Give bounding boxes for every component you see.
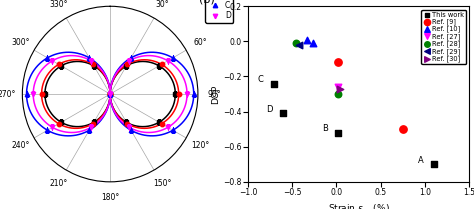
C bbox=[191, 93, 197, 95]
D bbox=[184, 93, 190, 95]
D bbox=[165, 60, 171, 62]
C bbox=[45, 57, 50, 59]
B bbox=[90, 63, 96, 66]
A bbox=[107, 93, 113, 95]
Legend: A, B, C, D: A, B, C, D bbox=[205, 0, 233, 23]
D bbox=[88, 126, 94, 129]
Line: D: D bbox=[31, 59, 189, 130]
A bbox=[173, 93, 178, 95]
Ref. [27] bbox=[335, 85, 342, 89]
C bbox=[24, 93, 29, 95]
D bbox=[165, 126, 171, 129]
Ref. [10] bbox=[309, 41, 316, 45]
This work bbox=[271, 82, 278, 85]
B bbox=[159, 63, 164, 66]
Text: (b): (b) bbox=[199, 0, 215, 5]
C bbox=[45, 129, 50, 131]
B bbox=[107, 93, 113, 95]
C bbox=[86, 129, 92, 131]
Ref. [9] bbox=[399, 127, 407, 131]
C bbox=[107, 93, 113, 95]
B bbox=[107, 93, 113, 95]
Line: C: C bbox=[24, 56, 196, 133]
Text: D: D bbox=[266, 105, 273, 114]
D bbox=[107, 93, 113, 95]
This work bbox=[430, 163, 438, 166]
A bbox=[91, 65, 97, 67]
Ref. [28] bbox=[335, 92, 342, 96]
D bbox=[88, 60, 94, 62]
B bbox=[176, 93, 182, 95]
Ref. [29] bbox=[295, 43, 303, 47]
A bbox=[91, 121, 97, 124]
A bbox=[156, 65, 162, 67]
Ref. [28] bbox=[292, 41, 300, 45]
Ref. [9] bbox=[335, 61, 342, 64]
X-axis label: Strain $\varepsilon_{xx}$ (%): Strain $\varepsilon_{xx}$ (%) bbox=[328, 203, 390, 209]
Line: B: B bbox=[39, 62, 181, 126]
B bbox=[90, 122, 96, 125]
A bbox=[42, 93, 48, 95]
D bbox=[107, 93, 113, 95]
B bbox=[56, 122, 62, 125]
B bbox=[125, 122, 130, 125]
D bbox=[127, 126, 132, 129]
This work bbox=[335, 131, 342, 134]
D bbox=[50, 126, 55, 129]
C bbox=[128, 129, 134, 131]
A bbox=[58, 65, 64, 67]
C bbox=[170, 129, 176, 131]
A bbox=[124, 65, 129, 67]
C bbox=[128, 57, 134, 59]
D bbox=[127, 60, 132, 62]
This work bbox=[280, 112, 287, 115]
Legend: This work, Ref. [9], Ref. [10], Ref. [27], Ref. [28], Ref. [29], Ref. [30]: This work, Ref. [9], Ref. [10], Ref. [27… bbox=[421, 10, 466, 64]
Line: A: A bbox=[43, 64, 178, 125]
B bbox=[159, 122, 164, 125]
D bbox=[30, 93, 36, 95]
A bbox=[58, 121, 64, 124]
Text: C: C bbox=[258, 75, 264, 84]
B bbox=[56, 63, 62, 66]
C bbox=[170, 57, 176, 59]
Ref. [10] bbox=[303, 38, 311, 41]
B bbox=[125, 63, 130, 66]
B bbox=[39, 93, 45, 95]
Ref. [30] bbox=[336, 87, 344, 90]
C bbox=[86, 57, 92, 59]
A bbox=[124, 121, 129, 124]
C bbox=[107, 93, 113, 95]
A bbox=[156, 121, 162, 124]
Y-axis label: DOP: DOP bbox=[211, 84, 220, 104]
Text: B: B bbox=[322, 124, 328, 133]
Text: A: A bbox=[418, 155, 423, 164]
D bbox=[50, 60, 55, 62]
A bbox=[107, 93, 113, 95]
